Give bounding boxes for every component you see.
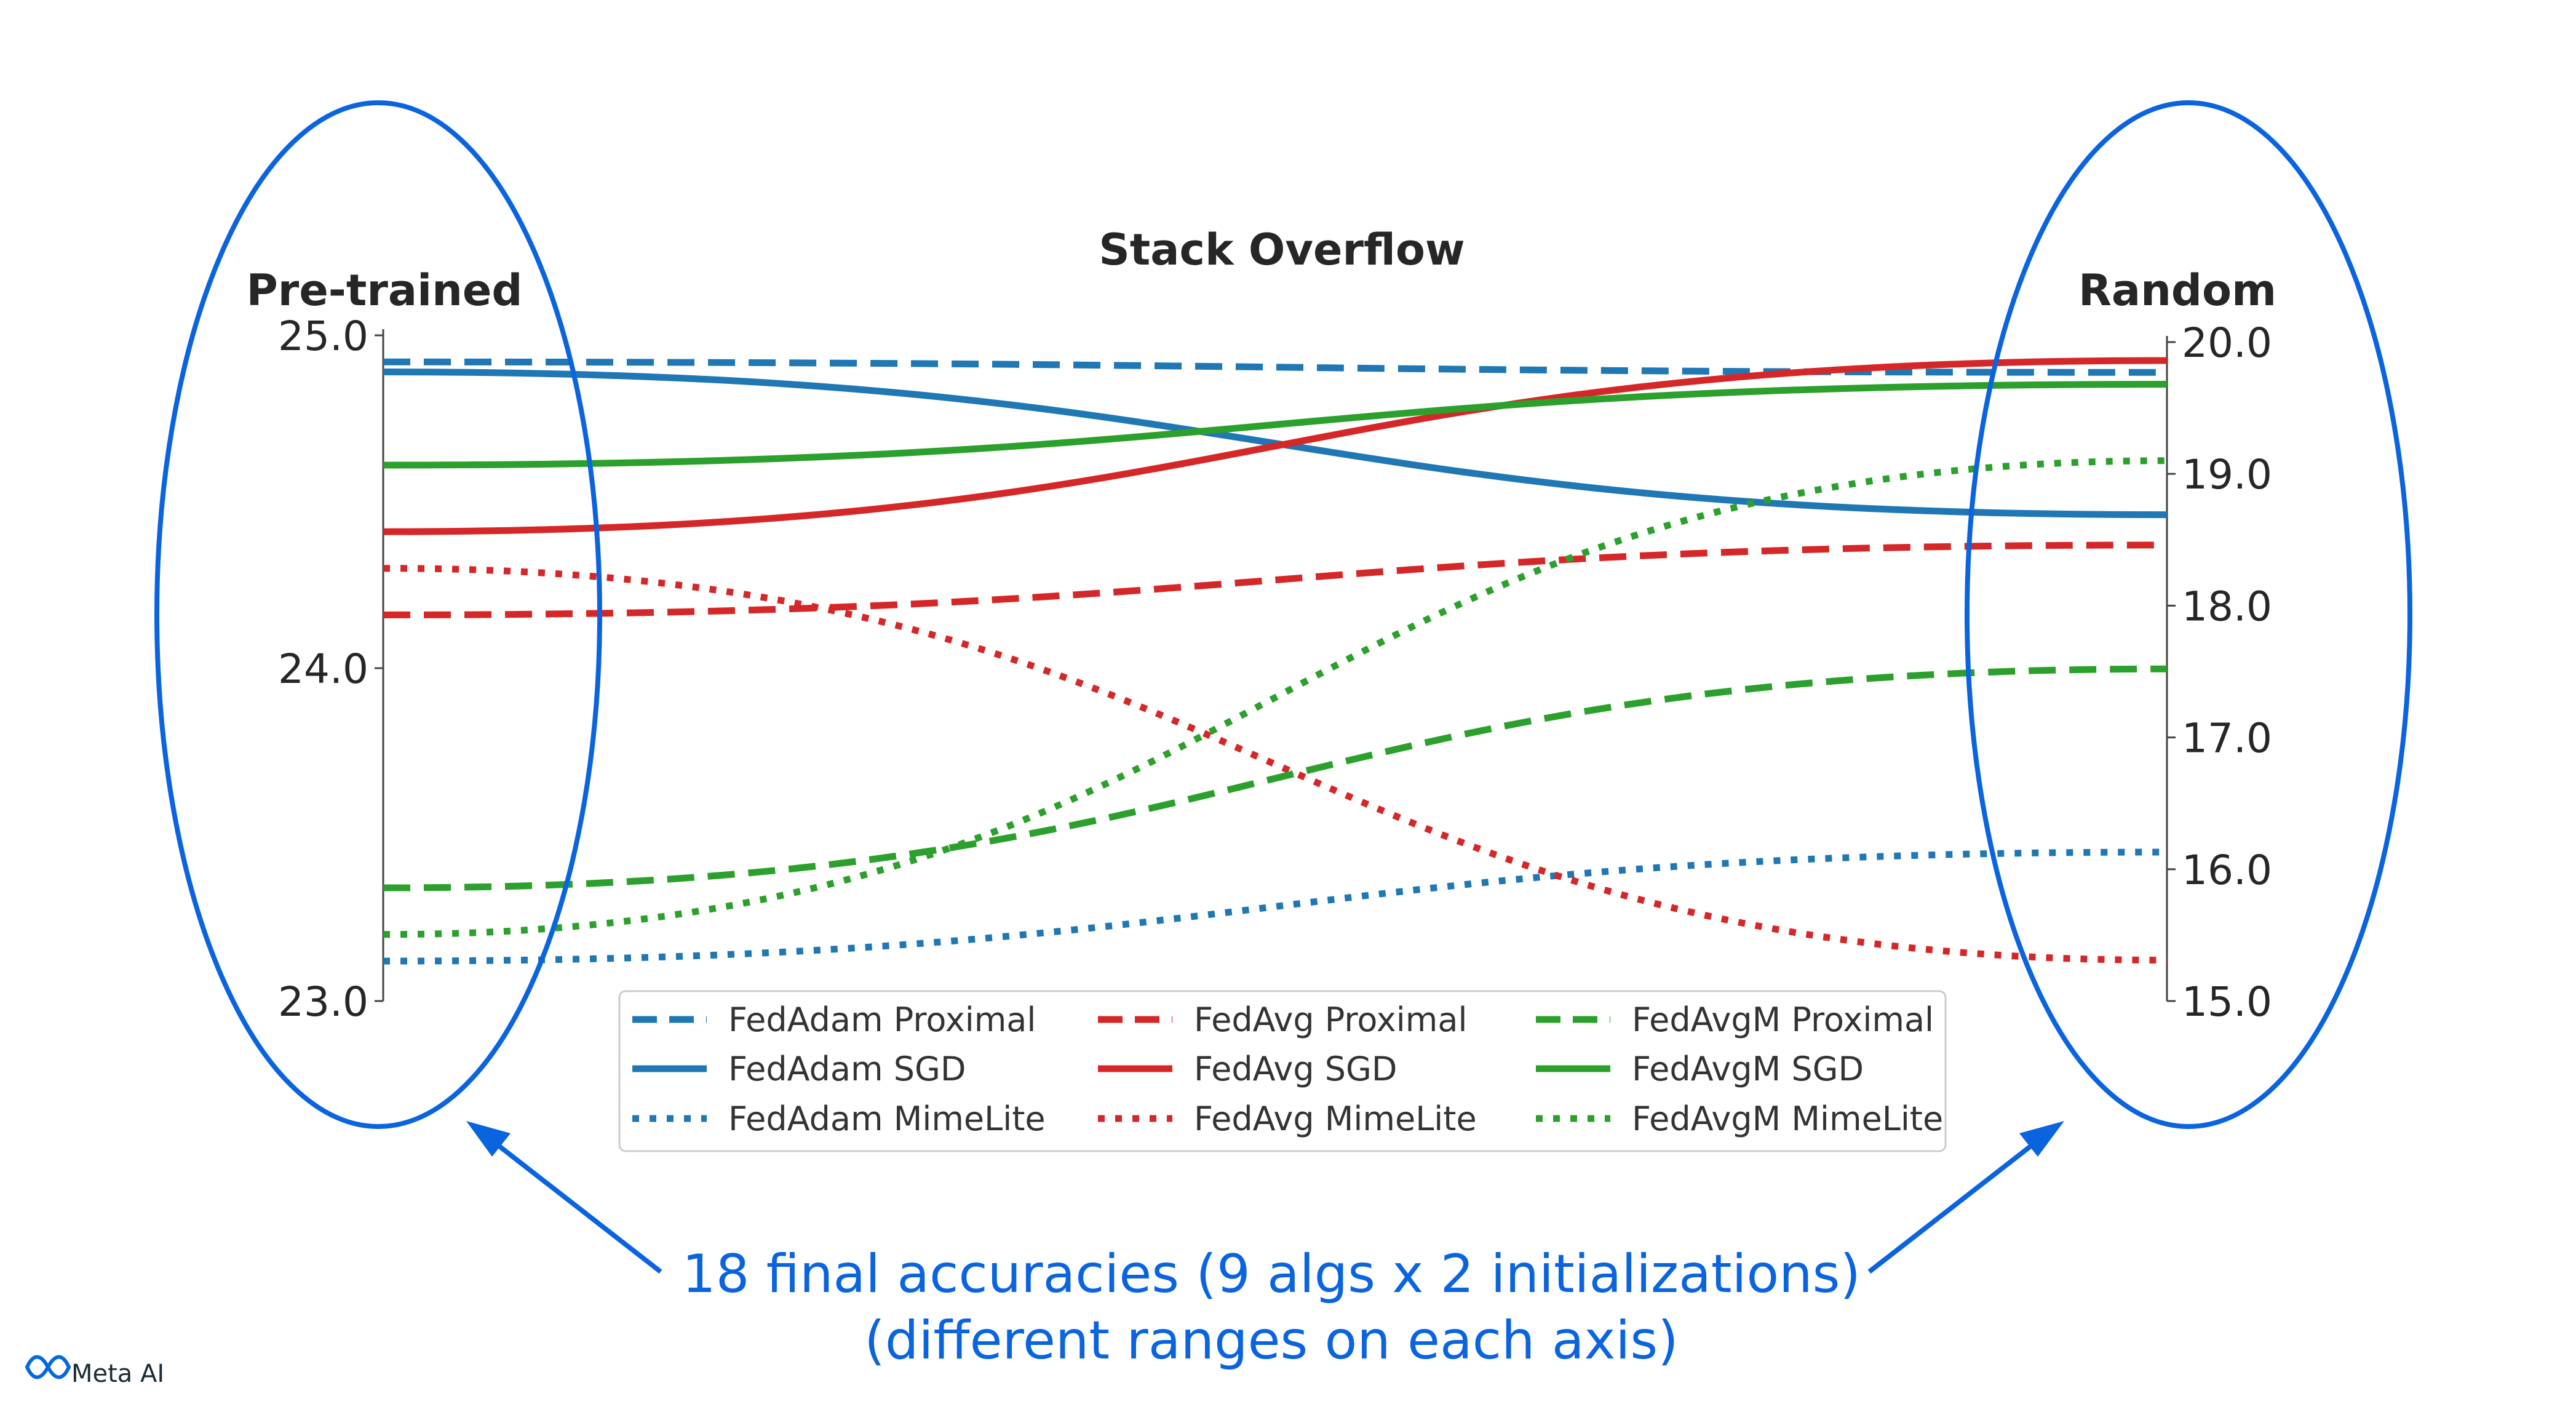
annotation-line-2: (different ranges on each axis)	[864, 1310, 1678, 1371]
annotation-line-1: 18 final accuracies (9 algs x 2 initiali…	[682, 1243, 1861, 1305]
chart-title: Stack Overflow	[1099, 225, 1465, 275]
legend-label: FedAvgM SGD	[1632, 1050, 1864, 1088]
series-line-fedavg-proximal	[383, 541, 2168, 618]
tick-label: 20.0	[2182, 319, 2272, 367]
legend-label: FedAdam SGD	[728, 1050, 966, 1088]
series-line-fedavgm-sgd	[383, 381, 2168, 469]
series-line-fedavg-mimelite	[383, 565, 2168, 964]
tick-label: 25.0	[278, 313, 368, 360]
tick-label: 24.0	[278, 645, 368, 693]
left-axis-label: Pre-trained	[247, 265, 523, 316]
right-axis-label: Random	[2078, 265, 2276, 316]
series-line-fedadam-mimelite	[383, 848, 2168, 965]
meta-ai-logo: Meta AI	[25, 1355, 164, 1388]
tick-label: 19.0	[2182, 451, 2272, 498]
left-axis-highlight-ellipse	[154, 100, 602, 1129]
legend-label: FedAvgM MimeLite	[1632, 1099, 1943, 1138]
legend-label: FedAvg MimeLite	[1194, 1099, 1477, 1138]
tick-label: 18.0	[2182, 583, 2272, 630]
tick-label: 17.0	[2182, 715, 2272, 762]
legend-label: FedAvg Proximal	[1194, 1000, 1467, 1039]
logo-text: Meta AI	[71, 1360, 164, 1388]
legend-label: FedAvg SGD	[1194, 1050, 1397, 1088]
series-line-fedavg-sgd	[383, 357, 2168, 535]
legend-box	[618, 990, 1947, 1152]
left-arrow-icon	[466, 1121, 662, 1274]
legend-label: FedAdam Proximal	[728, 1000, 1036, 1039]
right-arrow-icon	[1867, 1121, 2064, 1274]
right-axis-highlight-ellipse	[1965, 100, 2412, 1129]
legend: FedAdam Proximal FedAdam SGD FedAdam MimeL…	[618, 990, 1947, 1152]
tick-label: 16.0	[2182, 847, 2272, 894]
series-line-fedavgm-mimelite	[383, 457, 2168, 938]
tick-label: 15.0	[2182, 978, 2272, 1026]
legend-label: FedAvgM Proximal	[1632, 1000, 1934, 1039]
series-line-fedavgm-proximal	[383, 665, 2168, 891]
legend-label: FedAdam MimeLite	[728, 1099, 1046, 1138]
tick-label: 23.0	[278, 978, 368, 1026]
